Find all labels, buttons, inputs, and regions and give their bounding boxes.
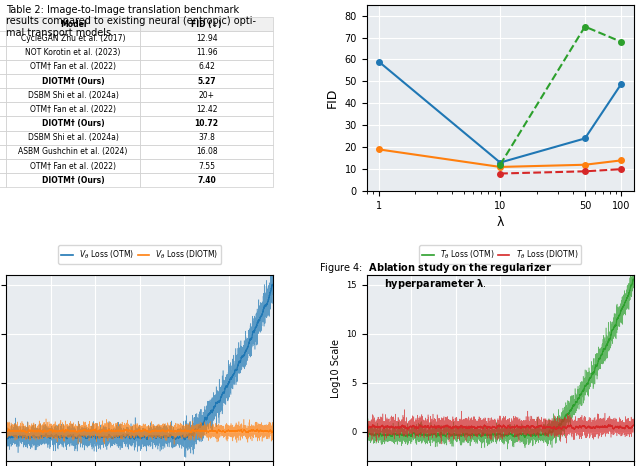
Line: OTM (Male→Female, 128): OTM (Male→Female, 128) — [497, 24, 624, 167]
DIOTM  (Wild→Cat, 64) — [581, 162, 589, 168]
Legend: $T_\theta$ Loss (OTM), $T_\theta$ Loss (DIOTM): $T_\theta$ Loss (OTM), $T_\theta$ Loss (… — [419, 245, 581, 264]
OTM (Wild→Cat, 64) — [581, 136, 589, 141]
X-axis label: λ: λ — [497, 216, 504, 229]
Line: DIOTM (Male→Female, 128): DIOTM (Male→Female, 128) — [497, 166, 624, 176]
Line: DIOTM  (Wild→Cat, 64): DIOTM (Wild→Cat, 64) — [376, 147, 624, 170]
OTM (Wild→Cat, 64) — [375, 59, 383, 64]
Line: OTM (Wild→Cat, 64): OTM (Wild→Cat, 64) — [376, 59, 624, 165]
Legend: $V_\theta$ Loss (OTM), $V_\theta$ Loss (DIOTM): $V_\theta$ Loss (OTM), $V_\theta$ Loss (… — [58, 245, 221, 264]
Text: Figure 4:  $\bf{Ablation\ study\ on\ the\ regularizer}$
$\bf{hyperparameter}$ $\: Figure 4: $\bf{Ablation\ study\ on\ the\… — [319, 261, 552, 291]
DIOTM  (Wild→Cat, 64) — [496, 164, 504, 170]
Y-axis label: Log10 Scale: Log10 Scale — [331, 339, 341, 397]
OTM (Male→Female, 128) — [618, 39, 625, 45]
OTM (Wild→Cat, 64) — [618, 81, 625, 86]
DIOTM (Male→Female, 128) — [496, 171, 504, 176]
Text: Table 2: Image-to-Image translation benchmark
results compared to existing neura: Table 2: Image-to-Image translation benc… — [6, 5, 257, 38]
DIOTM (Male→Female, 128) — [581, 169, 589, 174]
OTM (Male→Female, 128) — [581, 24, 589, 29]
Y-axis label: FID: FID — [326, 88, 339, 108]
OTM (Male→Female, 128) — [496, 162, 504, 168]
OTM (Wild→Cat, 64) — [496, 160, 504, 165]
DIOTM (Male→Female, 128) — [618, 166, 625, 172]
DIOTM  (Wild→Cat, 64) — [375, 147, 383, 152]
DIOTM  (Wild→Cat, 64) — [618, 158, 625, 163]
